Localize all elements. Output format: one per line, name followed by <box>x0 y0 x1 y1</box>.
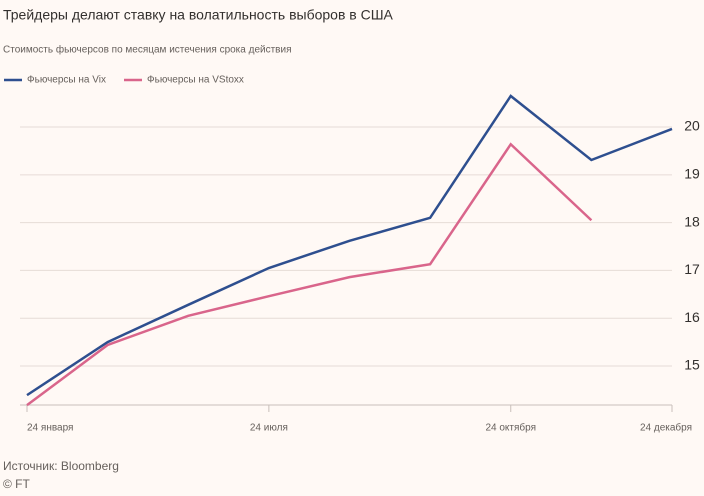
chart-title: Трейдеры делают ставку на волатильность … <box>3 7 394 23</box>
credit: © FT <box>3 477 31 491</box>
legend-label: Фьючерсы на Vix <box>27 75 106 86</box>
x-tick-label: 24 января <box>27 423 73 434</box>
chart-subtitle: Стоимость фьючерсов по месяцам истечения… <box>3 44 292 56</box>
y-tick-label: 17 <box>684 261 700 277</box>
series-line <box>26 142 593 407</box>
x-tick-label: 24 октября <box>485 422 536 434</box>
legend-label: Фьючерсы на VStoxx <box>147 75 244 86</box>
y-tick-label: 20 <box>684 118 700 134</box>
series-line <box>26 94 673 397</box>
y-tick-label: 18 <box>684 213 700 229</box>
y-tick-label: 16 <box>684 309 700 325</box>
y-tick-label: 15 <box>684 357 700 373</box>
x-tick-label: 24 декабря <box>640 422 692 434</box>
y-tick-label: 19 <box>684 166 700 182</box>
source: Источник: Bloomberg <box>3 459 119 473</box>
x-tick-label: 24 июля <box>250 423 288 434</box>
